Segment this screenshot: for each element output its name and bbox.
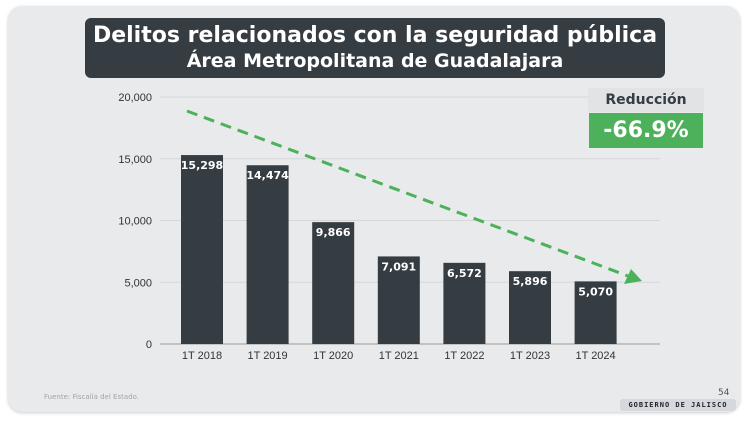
y-tick-label: 15,000 (118, 154, 152, 166)
data-label: 5,896 (513, 275, 548, 288)
title-box: Delitos relacionados con la seguridad pú… (85, 18, 665, 78)
bar (377, 256, 420, 344)
data-label: 15,298 (181, 159, 223, 172)
data-label: 9,866 (316, 226, 351, 239)
gobierno-jalisco-logo: GOBIERNO DE JALISCO (620, 399, 736, 411)
data-label: 14,474 (246, 169, 289, 182)
y-tick-label: 0 (146, 339, 152, 351)
trend-arrowhead-icon (624, 269, 642, 284)
bar (312, 222, 355, 344)
trend-line (186, 109, 629, 278)
bar (181, 155, 223, 344)
y-tick-label: 20,000 (118, 92, 152, 104)
x-tick-label: 1T 2019 (248, 350, 288, 362)
reduction-value: -66.9% (589, 113, 703, 148)
x-tick-label: 1T 2020 (313, 350, 353, 362)
x-tick-label: 1T 2021 (379, 350, 419, 362)
bar (509, 271, 551, 344)
reduction-label: Reducción (588, 88, 704, 112)
bar (443, 262, 486, 344)
data-label: 5,070 (578, 285, 613, 298)
x-tick-label: 1T 2022 (444, 350, 484, 362)
x-tick-label: 1T 2018 (182, 350, 222, 362)
source-note: Fuente: Fiscalía del Estado. (44, 393, 139, 401)
bar (574, 281, 617, 344)
y-tick-label: 5,000 (124, 277, 152, 289)
chart-subtitle: Área Metropolitana de Guadalajara (186, 50, 564, 72)
page-number: 54 (718, 388, 730, 398)
bar (246, 165, 289, 344)
chart-title: Delitos relacionados con la seguridad pú… (92, 23, 658, 48)
data-label: 6,572 (447, 267, 482, 280)
data-label: 7,091 (381, 260, 416, 273)
y-tick-label: 10,000 (118, 216, 152, 228)
x-tick-label: 1T 2023 (510, 350, 550, 362)
x-tick-label: 1T 2024 (576, 350, 616, 362)
